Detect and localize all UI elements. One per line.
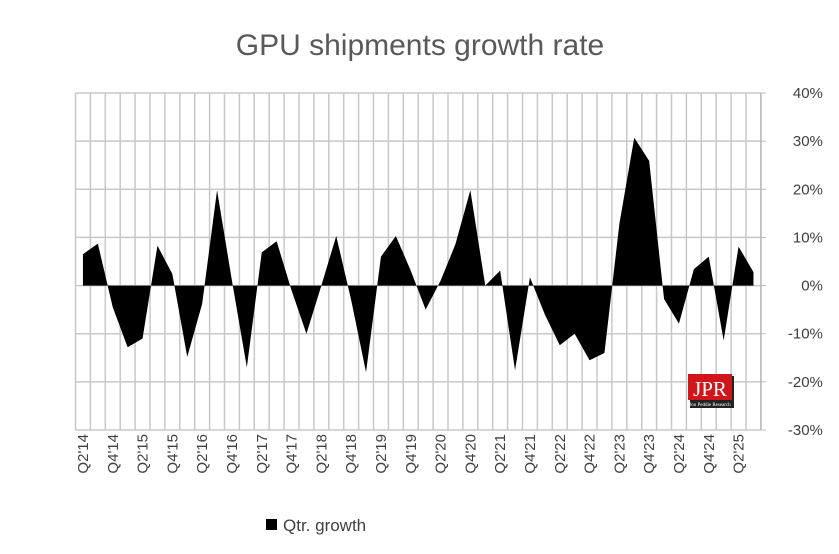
x-tick-label: Q2'19 xyxy=(373,434,390,474)
chart-title: GPU shipments growth rate xyxy=(236,29,604,62)
svg-text:Jon Peddie Research: Jon Peddie Research xyxy=(689,403,731,408)
y-tick-label: -10% xyxy=(788,326,823,343)
y-tick-label: -30% xyxy=(788,422,823,439)
x-tick-label: Q2'22 xyxy=(552,434,569,474)
area-series xyxy=(82,137,754,373)
x-tick-label: Q2'21 xyxy=(492,434,509,474)
legend-label: Qtr. growth xyxy=(283,516,366,535)
x-tick-label: Q2'16 xyxy=(194,434,211,474)
x-tick-label: Q2'23 xyxy=(611,434,628,474)
x-tick-label: Q2'18 xyxy=(313,434,330,474)
y-tick-label: 20% xyxy=(793,181,823,198)
jpr-logo: JPR Jon Peddie Research xyxy=(688,374,734,408)
x-tick-label: Q4'15 xyxy=(164,434,181,474)
x-tick-label: Q2'24 xyxy=(671,434,688,474)
x-tick-label: Q2'25 xyxy=(731,434,748,474)
y-tick-label: 10% xyxy=(793,229,823,246)
x-tick-label: Q4'22 xyxy=(582,434,599,474)
legend-swatch xyxy=(266,519,277,530)
y-axis: 40% 30% 20% 10% 0% -10% -20% -30% xyxy=(760,85,823,439)
x-tick-label: Q4'19 xyxy=(403,434,420,474)
x-tick-label: Q4'14 xyxy=(105,434,122,474)
y-tick-label: 30% xyxy=(793,133,823,150)
y-tick-label: 40% xyxy=(793,85,823,102)
x-tick-label: Q4'23 xyxy=(641,434,658,474)
x-tick-label: Q4'24 xyxy=(701,434,718,474)
x-tick-label: Q2'17 xyxy=(254,434,271,474)
x-tick-label: Q4'16 xyxy=(224,434,241,474)
legend: Qtr. growth xyxy=(266,516,366,535)
x-tick-label: Q2'20 xyxy=(433,434,450,474)
x-tick-label: Q2'14 xyxy=(75,434,92,474)
x-tick-label: Q4'17 xyxy=(284,434,301,474)
x-tick-label: Q4'21 xyxy=(522,434,539,474)
y-tick-label: 0% xyxy=(801,278,823,295)
y-tick-label: -20% xyxy=(788,374,823,391)
x-tick-label: Q4'20 xyxy=(462,434,479,474)
svg-text:JPR: JPR xyxy=(693,377,727,401)
x-tick-label: Q2'15 xyxy=(135,434,152,474)
x-tick-label: Q4'18 xyxy=(343,434,360,474)
area-fill xyxy=(82,137,754,373)
x-axis: Q2'14 Q4'14 Q2'15 Q4'15 Q2'16 Q4'16 Q2'17 Q4'17… xyxy=(75,434,748,474)
